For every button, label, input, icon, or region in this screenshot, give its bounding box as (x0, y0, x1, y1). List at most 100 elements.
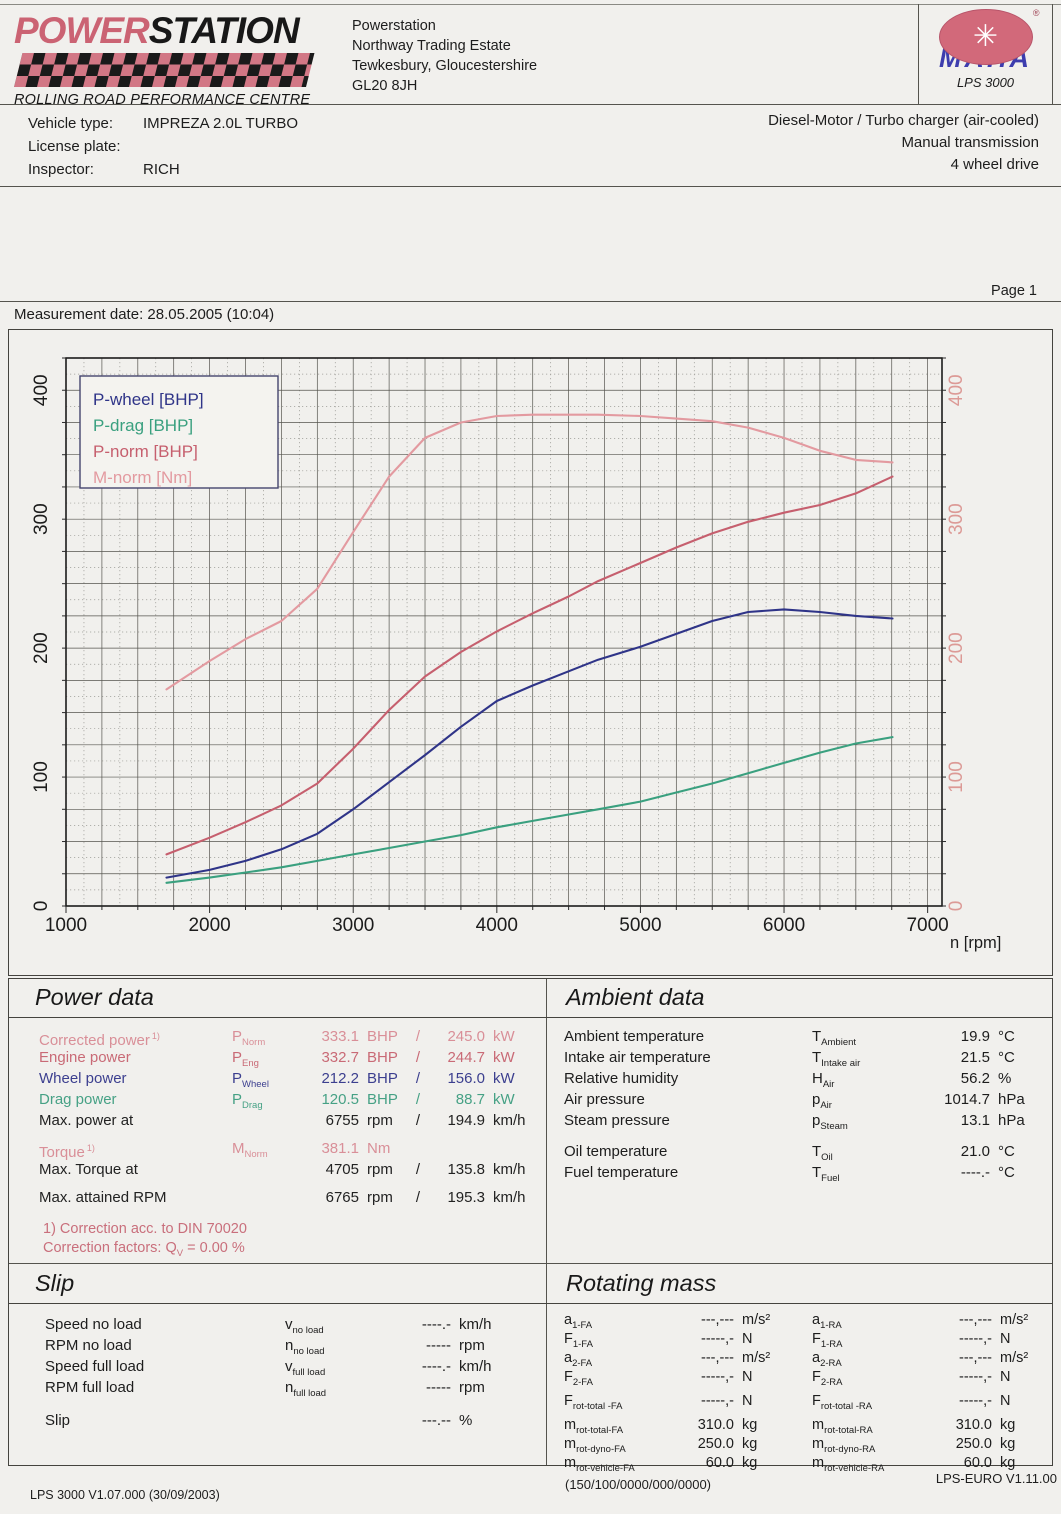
logo-word-station: STATION (148, 10, 300, 51)
row-symbol: mrot-total-FA (564, 1417, 624, 1436)
logo-word-power: POWER (14, 10, 150, 51)
row-unit2: km/h (493, 1112, 526, 1129)
row-value2: 60.0 (963, 1455, 992, 1471)
table-row: RPM full load nfull load ----- rpm (45, 1377, 546, 1399)
engine-info-line: Manual transmission (901, 134, 1039, 151)
row-unit2: kg (1000, 1436, 1016, 1452)
inspector-value: RICH (143, 161, 180, 178)
row-unit: °C (998, 1049, 1015, 1066)
table-row: Speed no load vno load ----.- km/h (45, 1314, 546, 1336)
row-label: Ambient temperature (564, 1028, 705, 1045)
x-tick-label: 4000 (476, 915, 518, 936)
table-row: Steam pressure pSteam 13.1 hPa (564, 1110, 1052, 1132)
row-value: ----- (426, 1379, 451, 1396)
vehicle-divider (0, 186, 1061, 187)
table-row: Torque 1) MNorm 381.1 Nm (39, 1138, 546, 1161)
row-unit: BHP (367, 1091, 398, 1108)
header-divider (0, 104, 1061, 105)
row-unit: m/s² (742, 1312, 771, 1328)
row-value2: 195.3 (447, 1189, 485, 1206)
row-value2: ---,--- (958, 1312, 992, 1328)
row-symbol: vno load (285, 1316, 324, 1336)
table-row: Air pressure pAir 1014.7 hPa (564, 1089, 1052, 1111)
row-symbol: PDrag (232, 1091, 263, 1111)
row-unit2: N (1000, 1331, 1011, 1347)
row-unit: N (742, 1369, 753, 1385)
rotating-mass-heading: Rotating mass (546, 1267, 1052, 1304)
x-tick-label: 5000 (619, 915, 661, 936)
row-label: RPM no load (45, 1337, 132, 1354)
grid-minor (66, 358, 942, 906)
row-symbol (232, 1159, 305, 1180)
row-unit2: kW (493, 1070, 515, 1087)
row-label: Speed full load (45, 1358, 145, 1375)
y-left-tick-label: 100 (31, 761, 52, 793)
row-label: Slip (45, 1412, 71, 1429)
row-label: Relative humidity (564, 1070, 679, 1087)
y-right-tick-label: 400 (946, 374, 967, 406)
row-value: 6755 (325, 1112, 359, 1129)
row-unit: % (459, 1412, 473, 1429)
row-unit: % (998, 1070, 1012, 1087)
row-unit: BHP (367, 1028, 398, 1045)
axis-ticks (62, 357, 946, 913)
x-tick-label: 3000 (332, 915, 374, 936)
address-line: Northway Trading Estate (352, 38, 511, 54)
row-symbol (232, 1110, 305, 1131)
row-slash: / (415, 1161, 421, 1178)
legend: P-wheel [BHP] P-drag [BHP] P-norm [BHP] M-n… (79, 375, 279, 489)
config-code: (150/100/0000/000/0000) (565, 1477, 712, 1492)
dyno-chart: 1000 2000 3000 4000 5000 6000 7000010020030040… (31, 357, 1001, 952)
slip-table: Speed no load vno load ----.- km/h RPM no lo… (9, 1304, 546, 1431)
table-row: Ambient temperature TAmbient 19.9 °C (564, 1026, 1052, 1048)
row-value: ----- (426, 1337, 451, 1354)
row-symbol: a1-FA (564, 1312, 593, 1331)
table-row: mrot-total-FA 310.0 kg mrot-total-RA 310.0 kg (564, 1416, 1052, 1436)
row-symbol: mrot-total-RA (812, 1417, 873, 1436)
power-footnotes: 1) Correction acc. to DIN 70020 Correctio… (9, 1220, 546, 1263)
row-label: Wheel power (39, 1070, 127, 1087)
lps-euro-version: LPS-EURO V1.11.00 (935, 1471, 1057, 1486)
vehicle-row: License plate: (28, 135, 503, 158)
row-unit: kg (742, 1436, 758, 1452)
y-right-tick-label: 200 (946, 632, 967, 664)
legend-item: M-norm [Nm] (93, 468, 192, 487)
row-unit: hPa (998, 1091, 1025, 1108)
registered-mark: ® (1032, 8, 1040, 18)
address-line: Tewkesbury, Gloucestershire (352, 58, 538, 74)
row-symbol: PNorm (232, 1028, 266, 1048)
row-slash: / (415, 1189, 421, 1206)
row-slash: / (415, 1049, 421, 1066)
row-unit2: kg (1000, 1455, 1016, 1471)
vehicle-row: Inspector: RICH (28, 158, 503, 181)
table-row: Max. Torque at 4705 rpm / 135.8 km/h (39, 1159, 546, 1180)
slip-heading: Slip (9, 1267, 546, 1304)
row-value: -----,- (700, 1369, 734, 1385)
row-unit: m/s² (742, 1350, 771, 1366)
row-unit: hPa (998, 1112, 1025, 1129)
table-row: Oil temperature TOil 21.0 °C (564, 1141, 1052, 1163)
x-axis-label: n [rpm] (950, 934, 1001, 952)
row-value2: ---,--- (958, 1350, 992, 1366)
table-row: Speed full load vfull load ----.- km/h (45, 1356, 546, 1378)
row-unit2: kW (493, 1049, 515, 1066)
row-value2: -----,- (958, 1393, 992, 1409)
checkered-flag-strip (14, 53, 315, 87)
vehicle-type-value: IMPREZA 2.0L TURBO (143, 115, 299, 132)
row-symbol: mrot-dyno-RA (812, 1436, 876, 1455)
row-label: Air pressure (564, 1091, 645, 1108)
page-top-edge (0, 4, 1061, 5)
legend-item: P-norm [BHP] (93, 442, 198, 461)
engine-config-info: Diesel-Motor / Turbo charger (air-cooled… (768, 110, 1039, 176)
row-value: ----.- (421, 1358, 451, 1375)
row-symbol: TAmbient (812, 1028, 857, 1048)
row-value: 333.1 (321, 1028, 359, 1045)
row-symbol: pAir (812, 1091, 832, 1111)
row-unit2: kW (493, 1091, 515, 1108)
engine-info-line: 4 wheel drive (950, 156, 1039, 173)
row-value: 6765 (325, 1189, 359, 1206)
logo-tagline: ROLLING ROAD PERFORMANCE CENTRE (14, 92, 311, 108)
row-value2: 88.7 (455, 1091, 485, 1108)
row-label: Torque 1) (39, 1143, 95, 1161)
tables-horizontal-divider (9, 1263, 1052, 1264)
